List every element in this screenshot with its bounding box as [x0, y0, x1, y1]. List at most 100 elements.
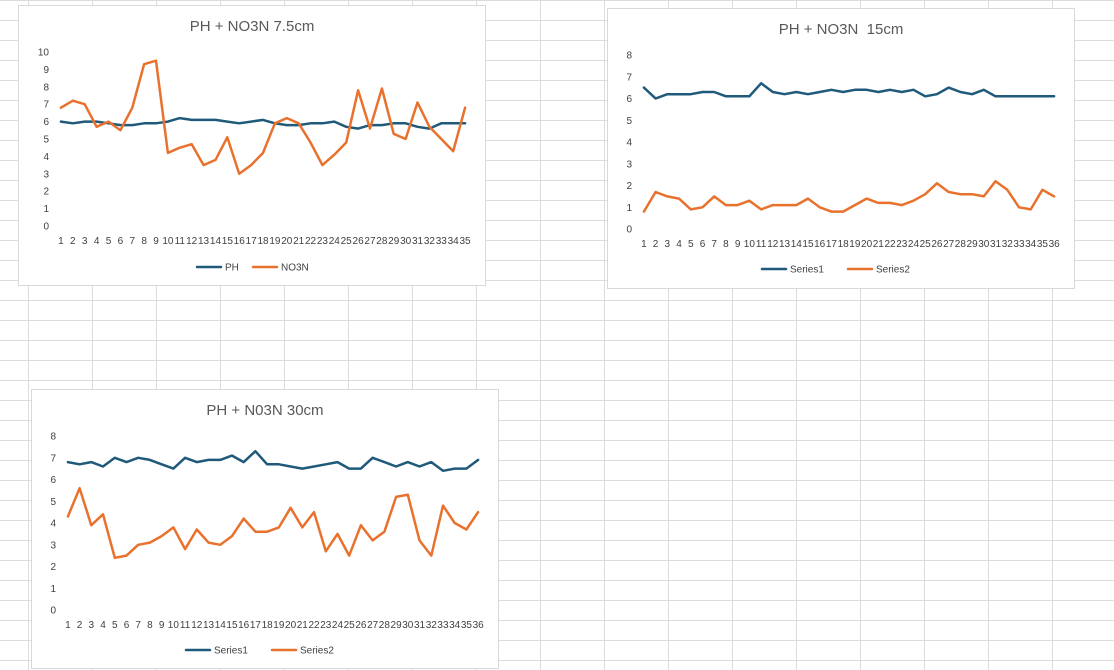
x-tick-label: 30 — [400, 236, 412, 247]
y-tick-label: 6 — [50, 475, 56, 486]
legend-label-no3n: NO3N — [281, 263, 309, 274]
x-tick-label: 35 — [1037, 239, 1049, 250]
y-tick-label: 8 — [43, 82, 49, 93]
y-tick-label: 3 — [50, 540, 56, 551]
x-tick-label: 10 — [162, 236, 174, 247]
x-tick-label: 10 — [744, 239, 756, 250]
x-tick-label: 23 — [320, 620, 332, 631]
x-tick-label: 22 — [308, 620, 320, 631]
legend: Series1 Series2 — [760, 265, 910, 276]
y-tick-label: 0 — [626, 225, 632, 236]
x-tick-label: 4 — [676, 239, 682, 250]
x-tick-label: 20 — [281, 236, 293, 247]
x-tick-label: 1 — [58, 236, 64, 247]
y-tick-label: 2 — [626, 181, 632, 192]
x-tick-label: 27 — [367, 620, 379, 631]
x-tick-label: 32 — [426, 620, 438, 631]
legend-label-series2: Series2 — [300, 646, 334, 657]
x-tick-label: 16 — [814, 239, 826, 250]
x-tick-label: 19 — [273, 620, 285, 631]
x-tick-label: 9 — [159, 620, 165, 631]
x-tick-label: 25 — [920, 239, 932, 250]
x-tick-label: 35 — [461, 620, 473, 631]
x-tick-label: 18 — [262, 620, 274, 631]
x-tick-label: 2 — [70, 236, 76, 247]
x-tick-label: 31 — [990, 239, 1002, 250]
x-tick-label: 12 — [191, 620, 203, 631]
x-tick-label: 33 — [437, 620, 449, 631]
x-tick-label: 33 — [1013, 239, 1025, 250]
x-tick-label: 15 — [222, 236, 234, 247]
x-tick-label: 18 — [838, 239, 850, 250]
chart-title: PH + N03N 30cm — [206, 402, 323, 419]
series-line-series1 — [642, 82, 1056, 100]
x-tick-label: 32 — [1002, 239, 1014, 250]
y-tick-label: 2 — [43, 187, 49, 198]
x-tick-label: 25 — [344, 620, 356, 631]
series-line-ph — [59, 116, 467, 130]
x-tick-label: 8 — [147, 620, 153, 631]
x-tick-label: 5 — [106, 236, 112, 247]
x-tick-label: 19 — [849, 239, 861, 250]
x-tick-label: 23 — [896, 239, 908, 250]
series-line-series2 — [642, 179, 1056, 213]
chart-title: PH + NO3N 7.5cm — [190, 18, 315, 35]
x-tick-label: 14 — [215, 620, 227, 631]
x-tick-label: 8 — [723, 239, 729, 250]
y-tick-label: 7 — [626, 72, 632, 83]
x-tick-label: 28 — [955, 239, 967, 250]
x-tick-label: 8 — [141, 236, 147, 247]
x-tick-label: 21 — [873, 239, 885, 250]
y-tick-label: 5 — [43, 135, 49, 146]
x-tick-label: 30 — [402, 620, 414, 631]
x-tick-label: 3 — [89, 620, 95, 631]
x-tick-label: 29 — [391, 620, 403, 631]
x-tick-label: 27 — [364, 236, 376, 247]
x-tick-label: 33 — [436, 236, 448, 247]
x-tick-label: 32 — [424, 236, 436, 247]
x-tick-label: 28 — [379, 620, 391, 631]
chart-ph-no3n-15cm[interactable]: PH + NO3N 15cm 0 1 2 3 4 5 6 7 8 1 2 3 4 5 6 7 8 9 10 11 12 1… — [607, 8, 1075, 289]
series-line-series1 — [66, 449, 480, 473]
x-tick-label: 21 — [297, 620, 309, 631]
x-tick-label: 36 — [1049, 239, 1061, 250]
x-tick-label: 27 — [943, 239, 955, 250]
x-tick-label: 5 — [112, 620, 118, 631]
x-tick-label: 34 — [448, 236, 460, 247]
legend: PH NO3N — [195, 263, 309, 274]
y-tick-label: 5 — [50, 497, 56, 508]
chart-ph-no3n-7-5cm[interactable]: PH + NO3N 7.5cm 0 1 2 3 4 5 6 7 8 9 10 1 2 3 4 5 6 7 8 9 10 1… — [18, 5, 486, 286]
x-tick-label: 10 — [168, 620, 180, 631]
x-tick-label: 14 — [791, 239, 803, 250]
y-tick-label: 1 — [43, 204, 49, 215]
x-tick-label: 6 — [118, 236, 124, 247]
x-tick-label: 7 — [129, 236, 135, 247]
series-line-series2 — [66, 486, 480, 560]
x-tick-label: 24 — [329, 236, 341, 247]
x-tick-label: 34 — [449, 620, 461, 631]
x-tick-label: 17 — [826, 239, 838, 250]
x-tick-label: 13 — [198, 236, 210, 247]
x-tick-label: 12 — [767, 239, 779, 250]
x-tick-label: 20 — [861, 239, 873, 250]
y-tick-label: 0 — [50, 606, 56, 617]
x-tick-label: 35 — [459, 236, 471, 247]
x-tick-label: 5 — [688, 239, 694, 250]
y-tick-label: 8 — [626, 51, 632, 62]
x-tick-label: 31 — [414, 620, 426, 631]
chart-ph-n03n-30cm[interactable]: PH + N03N 30cm 0 1 2 3 4 5 6 7 8 1 2 3 4 5 6 7 8 9 10 11 12 1… — [31, 389, 499, 669]
x-tick-label: 26 — [931, 239, 943, 250]
x-tick-label: 7 — [135, 620, 141, 631]
legend-label-series1: Series1 — [790, 265, 824, 276]
y-tick-label: 7 — [50, 453, 56, 464]
x-tick-label: 25 — [341, 236, 353, 247]
x-tick-label: 14 — [210, 236, 222, 247]
x-tick-label: 17 — [246, 236, 258, 247]
x-tick-label: 21 — [293, 236, 305, 247]
x-tick-label: 1 — [65, 620, 71, 631]
x-tick-label: 16 — [234, 236, 246, 247]
